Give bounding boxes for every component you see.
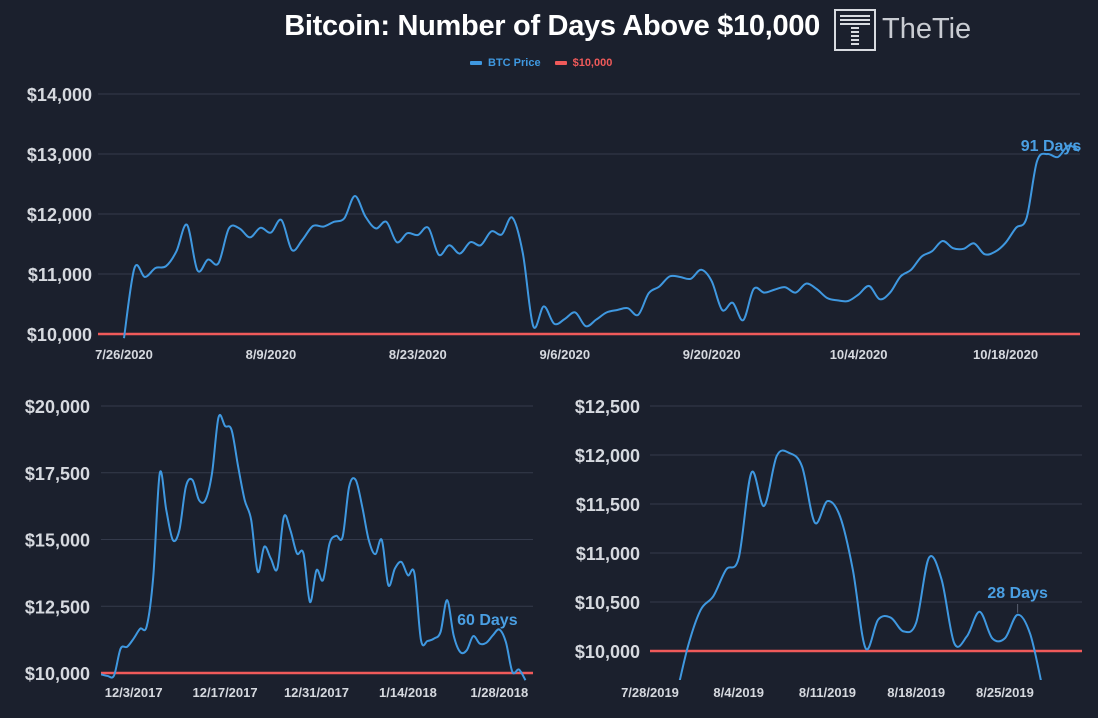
y-tick-label: $13,000 [27,145,92,165]
x-tick-label: 10/4/2020 [830,347,888,362]
x-tick-label: 9/20/2020 [683,347,741,362]
x-tick-label: 8/23/2020 [389,347,447,362]
y-tick-label: $10,000 [27,325,92,345]
btc-price-line [122,144,1080,339]
legend-swatch [554,61,567,65]
btc-price-line [678,449,1042,680]
x-tick-label: 8/11/2019 [799,685,856,700]
logo-wordmark: TheTie [882,13,972,45]
y-tick-label: $14,000 [27,85,92,105]
x-tick-label: 8/4/2019 [713,685,764,700]
x-tick-label: 8/18/2019 [887,685,945,700]
x-tick-label: 12/3/2017 [105,685,163,700]
y-tick-label: $12,000 [27,205,92,225]
legend-label: $10,000 [572,57,613,69]
y-tick-label: $11,500 [576,495,640,515]
x-tick-label: 1/14/2018 [379,685,437,700]
x-tick-label: 12/31/2017 [284,685,349,700]
thetie-logo-icon [834,9,876,51]
y-tick-label: $10,000 [575,642,640,662]
chart-2: $10,000 $10,500 $11,000 $11,500 $12,000 $12,5… [575,397,1082,700]
y-tick-label: $12,500 [575,397,640,417]
y-tick-label: $12,500 [25,597,90,617]
y-tick-label: $12,000 [575,446,640,466]
x-tick-label: 1/28/2018 [470,685,528,700]
chart-0: $10,000 $11,000 $12,000 $13,000 $14,000 7/26/… [27,85,1081,362]
legend-label: BTC Price [488,57,541,69]
y-tick-label: $15,000 [25,531,90,551]
x-tick-label: 9/6/2020 [539,347,590,362]
x-tick-label: 10/18/2020 [973,347,1038,362]
y-tick-label: $11,000 [576,544,640,564]
btc-price-line [101,413,527,681]
days-annotation: 28 Days [987,585,1048,602]
legend-swatch [470,61,482,65]
y-tick-label: $11,000 [28,265,92,285]
legend-item-btc-price[interactable]: BTC Price [470,57,541,69]
x-tick-label: 12/17/2017 [193,685,258,700]
x-tick-label: 7/26/2020 [95,347,153,362]
days-annotation: 91 Days [1021,138,1082,155]
days-annotation: 60 Days [457,612,518,629]
chart-1: $10,000 $12,500 $15,000 $17,500 $20,000 12/3/… [25,397,533,700]
chart-title: Bitcoin: Number of Days Above $10,000 [284,10,820,42]
legend: BTC Price $10,000 [470,57,612,69]
x-tick-label: 7/28/2019 [621,685,679,700]
x-tick-label: 8/9/2020 [246,347,297,362]
y-tick-label: $17,500 [25,464,90,484]
x-tick-label: 8/25/2019 [976,685,1034,700]
y-tick-label: $10,000 [25,664,90,684]
y-tick-label: $10,500 [575,593,640,613]
y-tick-label: $20,000 [25,397,90,417]
legend-item-threshold[interactable]: $10,000 [554,57,613,69]
